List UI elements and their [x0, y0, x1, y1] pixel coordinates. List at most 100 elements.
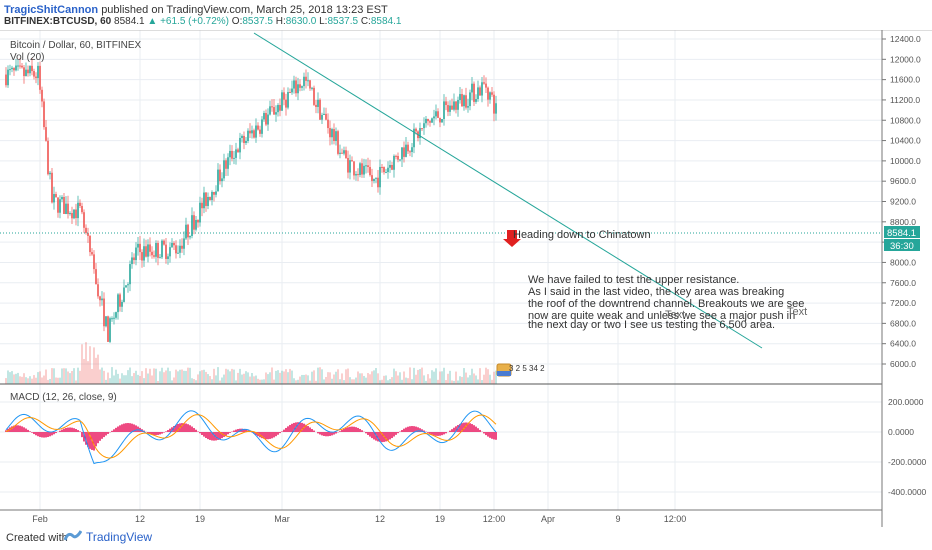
volume-bar [203, 369, 205, 384]
candle-body [365, 165, 367, 167]
candle-body [149, 244, 151, 252]
volume-bar [141, 371, 143, 384]
candle-body [111, 318, 113, 320]
volume-bar [333, 374, 335, 384]
stray-text-1[interactable]: Text [665, 309, 685, 321]
macd-histogram-bar [485, 432, 487, 436]
macd-histogram-bar [115, 427, 117, 432]
volume-bar [367, 373, 369, 384]
note-line-5: the next day or two I see us testing the… [528, 319, 775, 331]
volume-bar [475, 375, 477, 384]
countdown-badge-bg [884, 239, 920, 251]
candle-body [485, 83, 487, 88]
macd-histogram-bar [45, 432, 47, 438]
event-flags[interactable]: 3 2 5 34 2 [496, 363, 545, 377]
volume-bar [111, 367, 113, 384]
price-axis[interactable]: 6000.06400.06800.07200.07600.08000.08400… [882, 34, 921, 369]
chart-frame[interactable]: 6000.06400.06800.07200.07600.08000.08400… [0, 29, 932, 527]
time-tick-label: Mar [274, 514, 290, 524]
candle-body [113, 317, 115, 319]
note-block[interactable]: We have failed to test the upper resista… [528, 274, 804, 331]
macd-histogram-bar [47, 432, 49, 437]
macd-axis[interactable]: 200.0000 0.0000 -200.0000 -400.0000 [888, 397, 927, 497]
macd-histogram-bar [297, 422, 299, 432]
macd-histogram-bar [19, 425, 21, 432]
volume-bar [457, 380, 459, 384]
stray-text-2[interactable]: Text [787, 306, 807, 318]
macd-histogram-bar [317, 432, 319, 434]
volume-bar [65, 368, 67, 384]
macd-histogram-bar [469, 423, 471, 432]
volume-bar [121, 373, 123, 384]
candle-body [37, 65, 39, 79]
volume-bar [455, 371, 457, 384]
candle-body [93, 254, 95, 270]
time-tick-label: 9 [615, 514, 620, 524]
macd-histogram-bar [487, 432, 489, 437]
publish-header: TragicShitCannon published on TradingVie… [4, 4, 388, 16]
candle-body [47, 140, 49, 175]
candle-body [257, 125, 259, 130]
volume-bar [437, 379, 439, 384]
candle-body [23, 67, 25, 77]
candle-body [27, 69, 29, 74]
candle-body [303, 76, 305, 87]
volume-bar [485, 367, 487, 384]
candle-body [379, 166, 381, 188]
macd-histogram-bar [127, 423, 129, 432]
macd-histogram-bar [475, 426, 477, 432]
candle-body [367, 165, 369, 168]
tradingview-link[interactable]: TradingView [63, 530, 152, 544]
macd-histogram-bar [455, 426, 457, 432]
down-arrow-icon[interactable] [503, 230, 521, 247]
volume-bar [125, 375, 127, 384]
volume-bar [247, 372, 249, 384]
volume-bar [181, 369, 183, 384]
macd-histogram-bar [479, 429, 481, 432]
macd-histogram-bar [15, 425, 17, 432]
candle-body [299, 84, 301, 88]
macd-histogram-bar [427, 432, 429, 433]
volume-bar [165, 370, 167, 384]
macd-histogram-bar [269, 432, 271, 439]
macd-histogram-bar [329, 432, 331, 436]
candle-body [45, 127, 47, 141]
candle-body [335, 131, 337, 141]
volume-bar [469, 375, 471, 384]
candle-body [399, 159, 401, 161]
macd-histogram-bar [431, 432, 433, 435]
price-tick-label: 7600.0 [890, 278, 916, 288]
volume-bar [477, 379, 479, 384]
candle-body [359, 163, 361, 176]
candle-body [63, 196, 65, 214]
macd-histogram-bar [59, 430, 61, 432]
time-axis[interactable]: Feb 12 19 Mar 12 19 12:00 Apr 9 12:00 [32, 514, 686, 524]
volume-bar [277, 370, 279, 384]
macd-histogram-bar [31, 432, 33, 433]
downtrend-line[interactable] [253, 32, 763, 349]
candle-body [395, 155, 397, 157]
candle-body [361, 163, 363, 175]
arrow-annotation-text[interactable]: Heading down to Chinatown [513, 229, 651, 241]
price-tick-label: 8800.0 [890, 217, 916, 227]
volume-bar [313, 370, 315, 384]
volume-bar [63, 368, 65, 384]
chart-canvas[interactable]: 6000.06400.06800.07200.07600.08000.08400… [0, 29, 932, 527]
author-link[interactable]: TragicShitCannon [4, 4, 99, 16]
candle-body [253, 130, 255, 138]
macd-histogram-bar [167, 430, 169, 432]
macd-histogram-bar [147, 432, 149, 434]
candlestick-series[interactable] [5, 58, 497, 343]
candle-body [125, 285, 127, 288]
macd-histogram-bar [361, 430, 363, 432]
candle-body [183, 238, 185, 249]
candle-body [315, 104, 317, 107]
macd-histogram-bar [51, 432, 53, 436]
candle-body [147, 244, 149, 257]
macd-histogram-bar [189, 425, 191, 432]
volume-bar [99, 369, 101, 384]
candle-body [353, 161, 355, 176]
price-badge-bg [884, 226, 920, 238]
candle-body [193, 215, 195, 230]
volume-bar [321, 369, 323, 384]
